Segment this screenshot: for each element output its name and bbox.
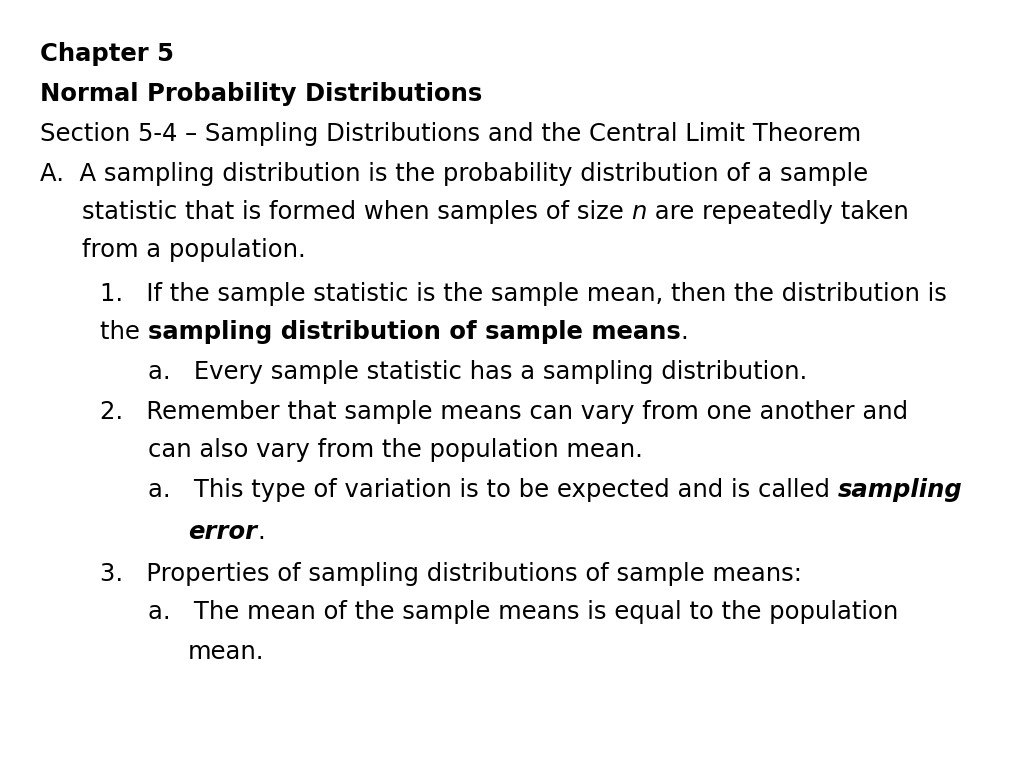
Text: statistic that is formed when samples of size: statistic that is formed when samples of… bbox=[82, 200, 632, 224]
Text: sampling distribution of sample means: sampling distribution of sample means bbox=[147, 320, 680, 344]
Text: 2.   Remember that sample means can vary from one another and: 2. Remember that sample means can vary f… bbox=[100, 400, 908, 424]
Text: n: n bbox=[632, 200, 647, 224]
Text: a.   The mean of the sample means is equal to the population: a. The mean of the sample means is equal… bbox=[148, 600, 898, 624]
Text: the: the bbox=[100, 320, 147, 344]
Text: Section 5-4 – Sampling Distributions and the Central Limit Theorem: Section 5-4 – Sampling Distributions and… bbox=[40, 122, 861, 146]
Text: are repeatedly taken: are repeatedly taken bbox=[647, 200, 908, 224]
Text: 1.   If the sample statistic is the sample mean, then the distribution is: 1. If the sample statistic is the sample… bbox=[100, 282, 947, 306]
Text: a.   Every sample statistic has a sampling distribution.: a. Every sample statistic has a sampling… bbox=[148, 360, 807, 384]
Text: Normal Probability Distributions: Normal Probability Distributions bbox=[40, 82, 482, 106]
Text: Chapter 5: Chapter 5 bbox=[40, 42, 174, 66]
Text: error: error bbox=[188, 520, 257, 544]
Text: sampling: sampling bbox=[838, 478, 963, 502]
Text: .: . bbox=[257, 520, 265, 544]
Text: 3.   Properties of sampling distributions of sample means:: 3. Properties of sampling distributions … bbox=[100, 562, 802, 586]
Text: from a population.: from a population. bbox=[82, 238, 306, 262]
Text: a.   This type of variation is to be expected and is called: a. This type of variation is to be expec… bbox=[148, 478, 838, 502]
Text: mean.: mean. bbox=[188, 640, 264, 664]
Text: can also vary from the population mean.: can also vary from the population mean. bbox=[148, 438, 643, 462]
Text: A.  A sampling distribution is the probability distribution of a sample: A. A sampling distribution is the probab… bbox=[40, 162, 868, 186]
Text: .: . bbox=[680, 320, 688, 344]
